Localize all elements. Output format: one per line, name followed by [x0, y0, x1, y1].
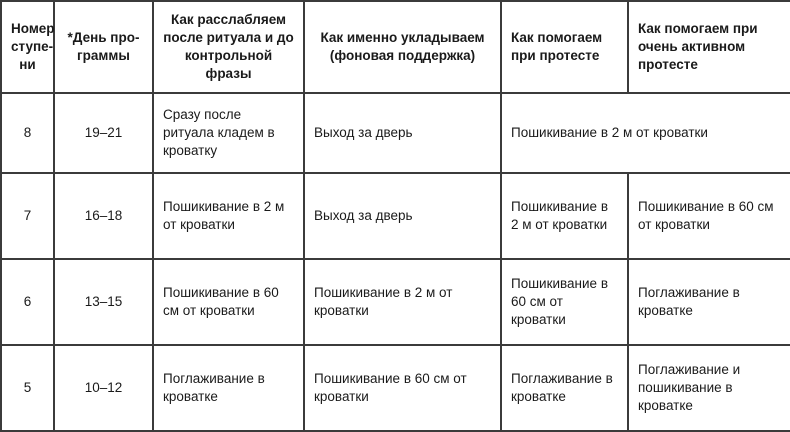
cell-step-number: 5 — [0, 344, 55, 432]
table-row: 5 10–12 Поглаживание в кроватке Пошикивание… — [0, 344, 790, 432]
cell-step-number: 6 — [0, 258, 55, 346]
table-row: 7 16–18 Пошикивание в 2 м от кроватки Выход… — [0, 172, 790, 260]
cell-putting-down: Выход за дверь — [303, 92, 502, 174]
cell-program-day: 16–18 — [53, 172, 154, 260]
header-row: Номер ступе-ни *День про-граммы Как расс… — [0, 0, 790, 94]
cell-step-number: 8 — [0, 92, 55, 174]
cell-active-protest-help: Поглаживание в кроватке — [627, 258, 790, 346]
column-header-putting-down: Как именно укладываем (фоновая поддержка… — [303, 0, 502, 94]
cell-protest-help: Пошикивание в 60 см от кроватки — [500, 258, 629, 346]
cell-relaxation: Пошикивание в 60 см от кроватки — [152, 258, 305, 346]
cell-protest-help-merged: Пошикивание в 2 м от кроватки — [500, 92, 790, 174]
cell-active-protest-help: Поглаживание и пошикивание в кроватке — [627, 344, 790, 432]
cell-step-number: 7 — [0, 172, 55, 260]
column-header-relaxation: Как расслабляем после ритуала и до контр… — [152, 0, 305, 94]
cell-relaxation: Сразу после ритуала кладем в кроватку — [152, 92, 305, 174]
cell-relaxation: Пошикивание в 2 м от кроватки — [152, 172, 305, 260]
table-row: 6 13–15 Пошикивание в 60 см от кроватки Пош… — [0, 258, 790, 346]
cell-program-day: 10–12 — [53, 344, 154, 432]
column-header-protest-help: Как помогаем при протесте — [500, 0, 629, 94]
cell-protest-help: Пошикивание в 2 м от кроватки — [500, 172, 629, 260]
cell-putting-down: Пошикивание в 60 см от кроватки — [303, 344, 502, 432]
column-header-step-number: Номер ступе-ни — [0, 0, 55, 94]
cell-protest-help: Поглаживание в кроватке — [500, 344, 629, 432]
table-row: 8 19–21 Сразу после ритуала кладем в крова… — [0, 92, 790, 174]
cell-putting-down: Выход за дверь — [303, 172, 502, 260]
cell-putting-down: Пошикивание в 2 м от кроватки — [303, 258, 502, 346]
table-body: 8 19–21 Сразу после ритуала кладем в крова… — [0, 92, 790, 432]
cell-active-protest-help: Пошикивание в 60 см от кроватки — [627, 172, 790, 260]
column-header-active-protest-help: Как помогаем при очень активном протесте — [627, 0, 790, 94]
cell-program-day: 13–15 — [53, 258, 154, 346]
table-header: Номер ступе-ни *День про-граммы Как расс… — [0, 0, 790, 94]
column-header-program-day: *День про-граммы — [53, 0, 154, 94]
cell-relaxation: Поглаживание в кроватке — [152, 344, 305, 432]
cell-program-day: 19–21 — [53, 92, 154, 174]
